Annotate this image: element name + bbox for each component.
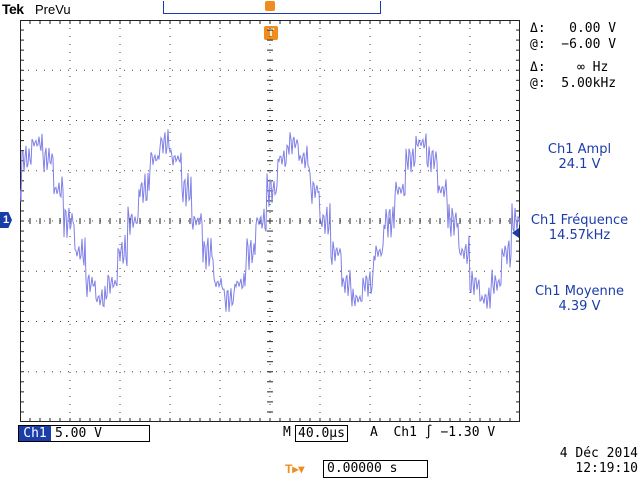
cursor-delta-frequency: Δ: ∞ Hz [530, 60, 609, 75]
measurement-label: Ch1 Ampl [547, 142, 612, 157]
top-status-bar: Tek PreVu [0, 0, 640, 20]
cursor-at-voltage: @: −6.00 V [530, 37, 617, 52]
trigger-position-icon [265, 1, 275, 11]
horizontal-position-value: 0.00000 s [323, 460, 428, 478]
trigger-source: A Ch1 [370, 425, 425, 440]
measurement-label: Ch1 Moyenne [534, 284, 625, 299]
horizontal-position-icon: T▸▾ [285, 462, 305, 476]
trigger-marker-icon[interactable]: T [264, 26, 278, 40]
cursor-at-frequency: @: 5.00kHz [530, 76, 617, 91]
date-time: 4 Déc 2014 12:19:10 [530, 446, 638, 476]
timebase-prefix: M [283, 425, 291, 440]
trigger-level-value: −1.30 V [432, 425, 496, 440]
measurement-value: 14.57kHz [548, 228, 611, 243]
measurement-value: 4.39 V [558, 299, 601, 314]
measurement-frequency: Ch1 Fréquence 14.57kHz [522, 213, 637, 243]
timebase-value: 40.0µs [295, 425, 348, 442]
cursor-delta-voltage: Δ: 0.00 V [530, 21, 617, 36]
measurement-label: Ch1 Fréquence [530, 213, 629, 228]
measurement-value: 24.1 V [558, 157, 601, 172]
date-label: 4 Déc 2014 [559, 446, 638, 461]
ch1-waveform [20, 129, 520, 312]
timebase-readout[interactable]: M 40.0µs [283, 425, 373, 442]
ch1-ground-marker[interactable]: 1 [0, 212, 12, 228]
record-view-bracket [163, 1, 381, 14]
brand-label: Tek [2, 1, 24, 17]
channel-scale-value: 5.00 V [55, 426, 102, 441]
acquisition-status: PreVu [35, 2, 71, 17]
measurement-mean: Ch1 Moyenne 4.39 V [522, 284, 637, 314]
channel-scale-readout[interactable]: Ch1 5.00 V [18, 425, 150, 442]
trigger-level-icon[interactable] [512, 228, 519, 238]
channel-tag: Ch1 [19, 426, 51, 441]
time-label: 12:19:10 [575, 461, 638, 476]
trigger-readout[interactable]: A Ch1 ∫ −1.30 V [370, 425, 525, 440]
measurement-ampl: Ch1 Ampl 24.1 V [522, 142, 637, 172]
graticule [20, 20, 520, 422]
trigger-slope-icon: ∫ [424, 425, 433, 440]
